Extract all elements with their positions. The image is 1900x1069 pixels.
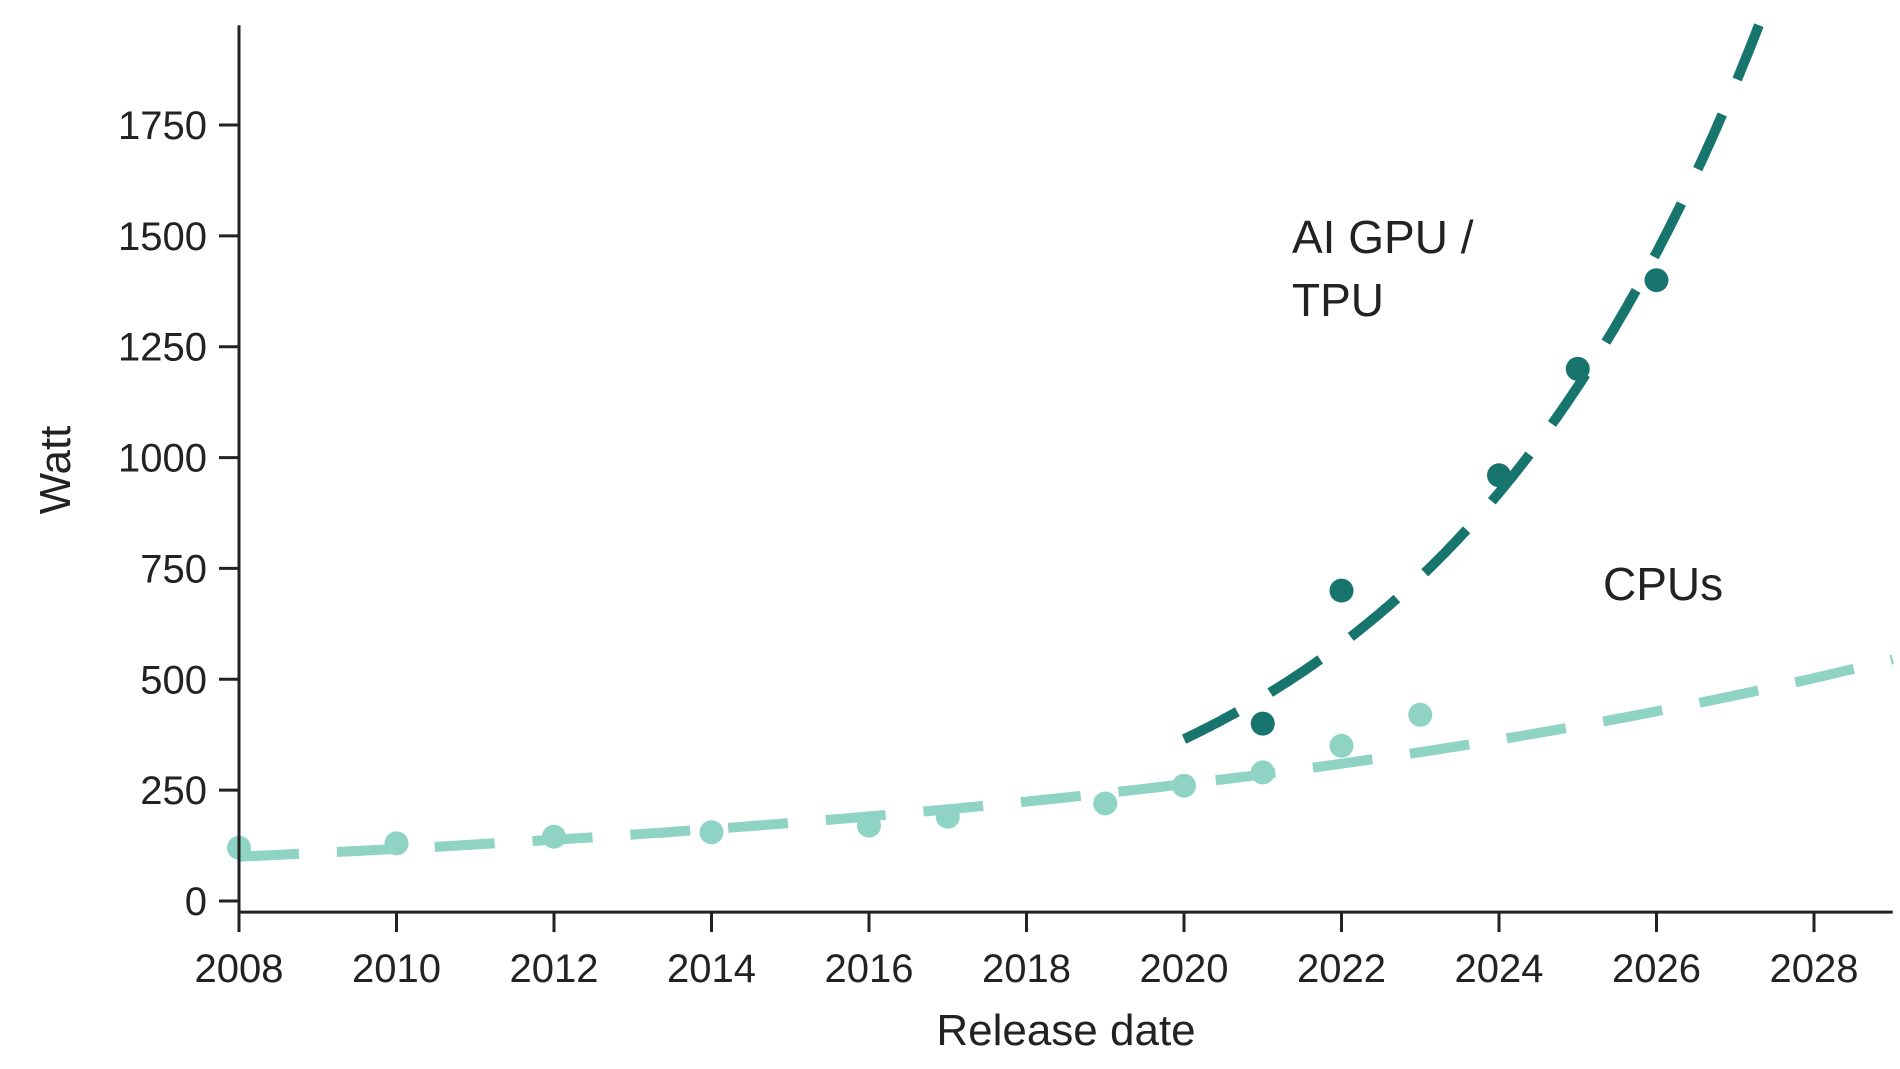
x-tick-label: 2022 — [1297, 947, 1386, 991]
data-point-cpu — [1329, 733, 1354, 758]
data-point-gpu — [1329, 578, 1354, 603]
data-point-gpu — [1644, 268, 1669, 293]
y-tick-label: 1750 — [118, 104, 207, 148]
data-point-cpu — [1172, 773, 1196, 798]
x-tick-label: 2018 — [982, 947, 1071, 991]
data-point-cpu — [857, 813, 881, 838]
y-tick-label: 250 — [140, 769, 207, 813]
x-tick-label: 2026 — [1612, 947, 1701, 991]
x-axis-label: Release date — [936, 1006, 1195, 1055]
y-tick-label: 750 — [140, 547, 207, 591]
trend-line-cpu — [238, 654, 1895, 862]
annotation-gpu-line1: AI GPU / — [1292, 211, 1474, 263]
data-point-cpu — [1093, 791, 1118, 816]
data-point-cpu — [935, 804, 960, 829]
data-point-gpu — [1250, 711, 1275, 736]
data-point-cpu — [384, 831, 409, 856]
x-tick-label: 2008 — [195, 947, 284, 991]
data-point-gpu — [1565, 356, 1590, 381]
y-tick-label: 1500 — [118, 215, 207, 259]
trend-lines — [238, 23, 1895, 862]
y-tick-label: 1000 — [118, 437, 207, 481]
data-point-cpu — [1408, 702, 1433, 727]
trend-line-gpu — [1181, 23, 1764, 744]
x-tick-label: 2012 — [510, 947, 599, 991]
annotation-gpu-line2: TPU — [1292, 274, 1384, 326]
data-points — [227, 268, 1669, 860]
x-tick-label: 2016 — [825, 947, 914, 991]
x-tick-label: 2020 — [1140, 947, 1229, 991]
y-tick-label: 500 — [140, 658, 207, 702]
x-tick-label: 2028 — [1770, 947, 1859, 991]
data-point-cpu — [699, 820, 724, 845]
data-point-cpu — [1250, 760, 1275, 785]
data-point-gpu — [1487, 463, 1511, 488]
data-point-cpu — [542, 824, 566, 849]
axes: 0 250 500 750 1000 1250 1500 1750 2008 2010 2012 20… — [118, 25, 1893, 991]
x-tick-label: 2024 — [1455, 947, 1544, 991]
x-tick-label: 2014 — [667, 947, 756, 991]
y-tick-label: 0 — [185, 880, 207, 924]
x-tick-label: 2010 — [352, 947, 441, 991]
annotation-cpus: CPUs — [1603, 558, 1723, 610]
y-tick-label: 1250 — [118, 326, 207, 370]
y-axis-label: Watt — [31, 426, 80, 515]
